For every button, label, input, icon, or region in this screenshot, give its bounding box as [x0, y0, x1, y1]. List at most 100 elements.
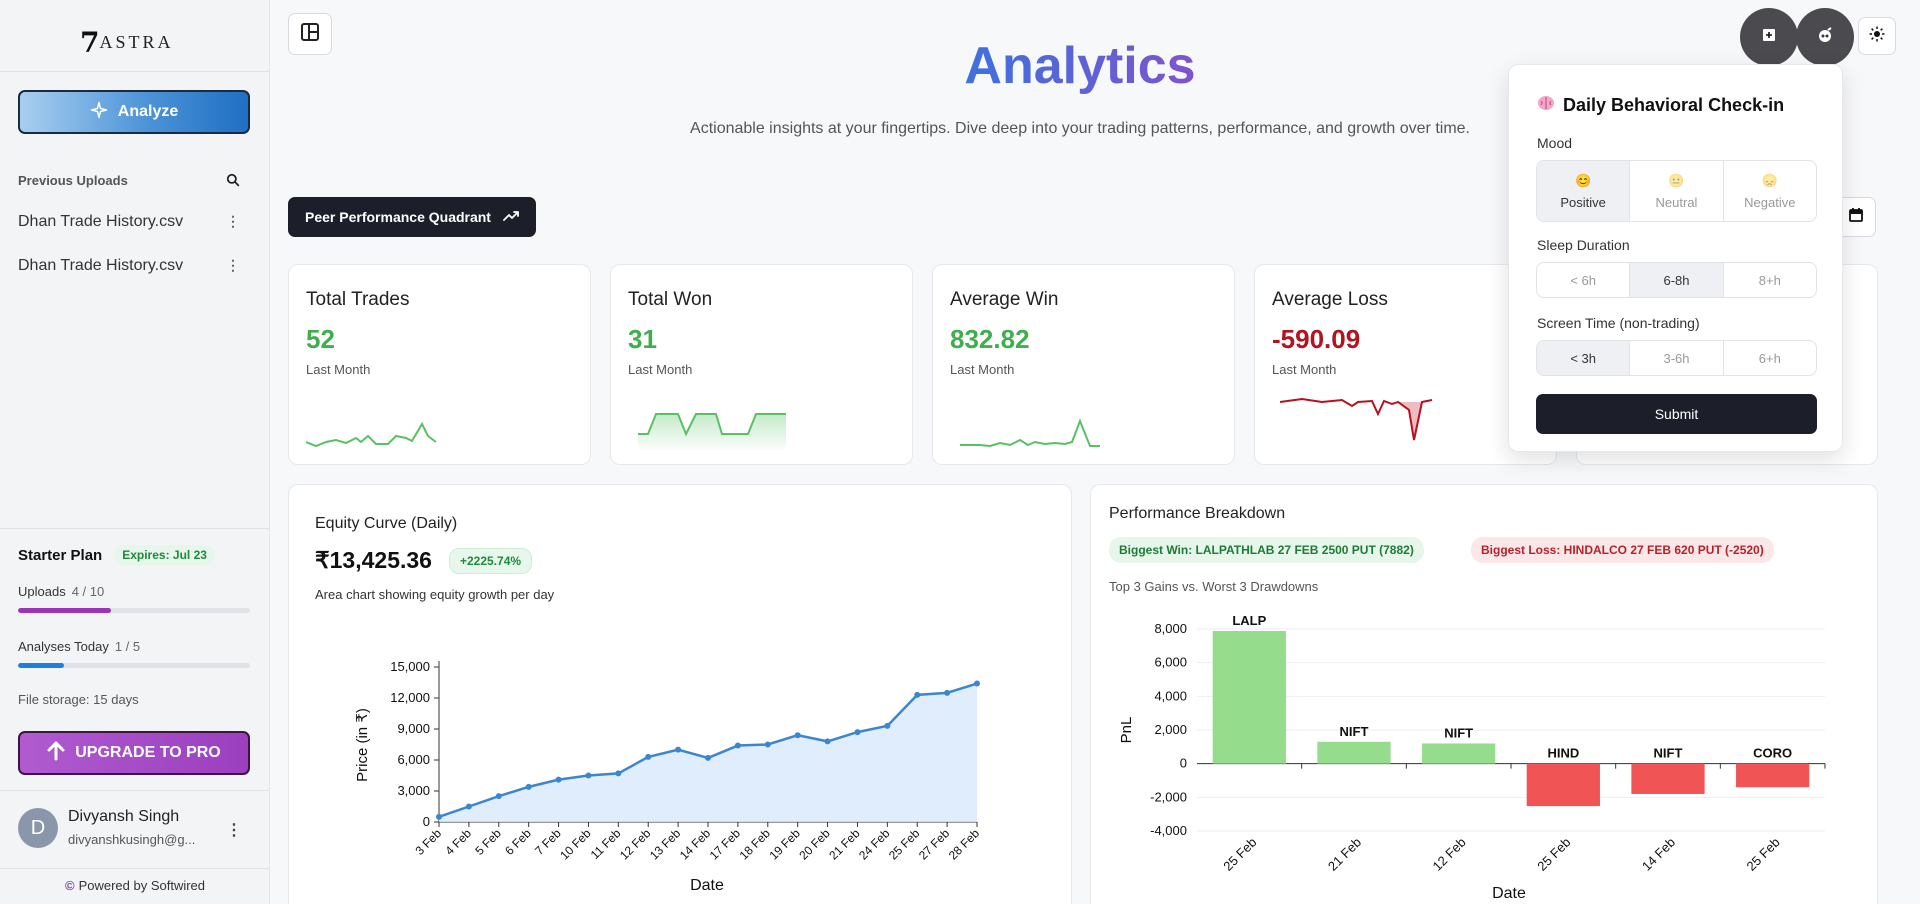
avatar[interactable]: D [18, 808, 58, 848]
bar [1736, 763, 1810, 788]
y-tick-label: 15,000 [390, 659, 430, 674]
theme-toggle-button[interactable] [1858, 17, 1896, 55]
mood-selector: 😊 Positive 😐 Neutral 😞 Negative [1536, 160, 1817, 222]
x-tick-label: 25 Feb [1534, 835, 1573, 874]
bar [1631, 763, 1705, 794]
user-email: divyanshkusingh@g... [68, 832, 196, 847]
neutral-face-icon: 😐 [1668, 172, 1685, 188]
stat-label: Total Trades [306, 289, 410, 310]
upload-item[interactable]: Dhan Trade History.csv ⋮ [18, 213, 240, 231]
data-point [465, 803, 472, 810]
stat-period: Last Month [306, 362, 371, 377]
bar [1212, 630, 1286, 764]
plan-name: Starter Plan [18, 546, 103, 564]
behavior-checkin-button[interactable] [1796, 8, 1854, 66]
peer-performance-label: Peer Performance Quadrant [305, 209, 491, 225]
search-icon[interactable] [226, 173, 240, 190]
x-tick-label: 27 Feb [916, 826, 953, 863]
sad-face-icon: 😞 [1761, 172, 1778, 188]
analyze-label: Analyze [117, 103, 179, 120]
screen-time-option[interactable]: 3-6h [1630, 341, 1724, 375]
mood-option-negative[interactable]: 😞 Negative [1724, 161, 1816, 221]
sleep-option[interactable]: < 6h [1537, 263, 1631, 297]
x-tick-label: 25 Feb [1744, 835, 1783, 874]
arrow-up-icon [47, 741, 65, 766]
bar-label: NIFT [1654, 746, 1683, 761]
more-options-icon[interactable]: ⋮ [226, 213, 240, 229]
x-tick-label: 14 Feb [1639, 835, 1678, 874]
stat-period: Last Month [950, 362, 1015, 377]
data-point [974, 680, 980, 687]
mood-option-neutral[interactable]: 😐 Neutral [1630, 161, 1724, 221]
bar-label: CORO [1753, 746, 1792, 761]
calendar-icon [1848, 207, 1864, 228]
data-point [645, 753, 652, 760]
smile-icon: 😊 [1575, 172, 1592, 188]
sparkline [1279, 397, 1433, 441]
data-point [615, 770, 622, 777]
upload-item[interactable]: Dhan Trade History.csv ⋮ [18, 257, 240, 275]
trending-up-icon [503, 209, 519, 225]
bar [1317, 741, 1391, 764]
data-point [854, 729, 861, 736]
plan-header: Starter Plan Expires: Jul 23 [18, 545, 215, 565]
x-tick-label: 3 Feb [413, 826, 445, 858]
user-menu-icon[interactable]: ⋮ [226, 822, 242, 839]
submit-button[interactable]: Submit [1536, 394, 1817, 434]
analyses-meter [18, 663, 250, 668]
screen-time-option[interactable]: 6+h [1758, 350, 1781, 366]
sparkle-icon [90, 101, 108, 124]
analyze-button[interactable]: Analyze [18, 90, 250, 134]
logo[interactable]: 7 ASTRA [80, 26, 174, 59]
sparkline [306, 421, 437, 448]
stat-value: -590.09 [1272, 324, 1361, 354]
mood-option-label: Negative [1744, 194, 1796, 210]
powered-by[interactable]: © Powered by Softwired [0, 878, 270, 893]
more-options-icon[interactable]: ⋮ [226, 257, 240, 273]
x-tick-label: 17 Feb [707, 826, 744, 863]
layout-toggle-button[interactable] [288, 13, 332, 55]
x-tick-label: 24 Feb [856, 826, 893, 863]
x-tick-label: 12 Feb [617, 826, 654, 863]
x-tick-label: 21 Feb [826, 826, 863, 863]
sleep-option[interactable]: 8+h [1758, 272, 1781, 288]
screen-time-option[interactable]: < 3h [1537, 341, 1631, 375]
stat-value: 52 [306, 324, 335, 354]
data-point [585, 772, 592, 779]
mood-option-positive[interactable]: 😊 Positive [1537, 161, 1631, 221]
x-tick-label: 20 Feb [796, 826, 833, 863]
x-tick-label: 25 Feb [886, 826, 923, 863]
x-tick-label: 5 Feb [472, 826, 504, 858]
sleep-selector: < 6h 6-8h 8+h [1536, 262, 1817, 298]
upload-filename: Dhan Trade History.csv [18, 257, 184, 274]
performance-panel: Performance Breakdown Biggest Win: LALPA… [1090, 484, 1878, 904]
analyses-label: Analyses Today [18, 639, 109, 654]
sidebar: 7 ASTRA Analyze Previous Uploads Dhan Tr… [0, 0, 270, 904]
y-axis-label: Price (in ₹) [354, 708, 371, 782]
x-tick-label: 13 Feb [647, 826, 684, 863]
logo-mark: 7 [80, 26, 100, 59]
copyright-icon: © [64, 878, 75, 893]
data-point [884, 722, 891, 729]
sleep-option[interactable]: 6-8h [1630, 263, 1724, 297]
equity-change-badge: +2225.74% [449, 548, 533, 574]
feedback-button[interactable] [1740, 8, 1798, 66]
upgrade-button[interactable]: UPGRADE TO PRO [18, 731, 250, 775]
analyses-meter-label: Analyses Today 1 / 5 [18, 639, 140, 654]
data-point [734, 742, 741, 749]
divider [0, 528, 270, 529]
upgrade-label: UPGRADE TO PRO [75, 744, 221, 761]
mood-option-label: Positive [1560, 194, 1606, 210]
biggest-win-badge: Biggest Win: LALPATHLAB 27 FEB 2500 PUT … [1109, 537, 1424, 563]
equity-area [439, 683, 977, 822]
y-tick-label: 0 [1180, 756, 1187, 771]
checkin-header: Daily Behavioral Check-in [1537, 95, 1784, 116]
peer-performance-button[interactable]: Peer Performance Quadrant [288, 197, 536, 237]
stat-card-total-won: Total Won 31 Last Month [610, 264, 913, 465]
sun-icon [1869, 26, 1885, 47]
equity-curve-panel: Equity Curve (Daily) ₹13,425.36 +2225.74… [288, 484, 1072, 904]
performance-bar-chart: -4,000 -2,000 0 2,000 4,000 6,000 8,000 LALP 25 … [1118, 613, 1826, 902]
previous-uploads-header: Previous Uploads [18, 173, 240, 190]
performance-subtitle: Top 3 Gains vs. Worst 3 Drawdowns [1109, 579, 1319, 594]
